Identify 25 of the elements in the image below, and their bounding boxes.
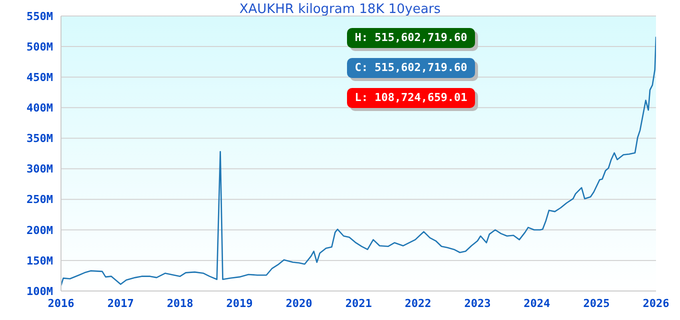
chart-title: XAUKHR kilogram 18K 10years — [239, 2, 441, 17]
annotation: C: 515,602,719.60 — [347, 58, 475, 78]
y-tick-label: 450M — [26, 71, 54, 84]
x-tick-label: 2017 — [107, 296, 134, 310]
y-tick-label: 500M — [26, 40, 54, 54]
annotation: H: 515,602,719.60 — [347, 28, 475, 48]
annotation: L: 108,724,659.01 — [347, 88, 475, 108]
x-tick-label: 2026 — [642, 296, 670, 310]
y-tick-label: 550M — [26, 10, 54, 23]
x-tick-label: 2019 — [226, 296, 253, 310]
y-tick-label: 250M — [26, 193, 54, 206]
x-tick-label: 2024 — [524, 296, 551, 310]
y-tick-label: 100M — [26, 284, 54, 298]
x-tick-label: 2016 — [48, 296, 75, 310]
x-tick-label: 2022 — [404, 296, 432, 310]
x-tick-label: 2020 — [286, 296, 312, 310]
x-tick-label: 2018 — [166, 296, 194, 310]
x-tick-label: 2023 — [464, 296, 491, 310]
y-tick-label: 200M — [26, 224, 54, 237]
y-tick-label: 400M — [26, 102, 54, 115]
y-tick-label: 150M — [26, 254, 54, 268]
y-tick-label: 300M — [26, 162, 54, 176]
x-tick-label: 2025 — [583, 296, 610, 310]
x-tick-label: 2021 — [345, 296, 372, 310]
y-tick-label: 350M — [26, 132, 54, 146]
